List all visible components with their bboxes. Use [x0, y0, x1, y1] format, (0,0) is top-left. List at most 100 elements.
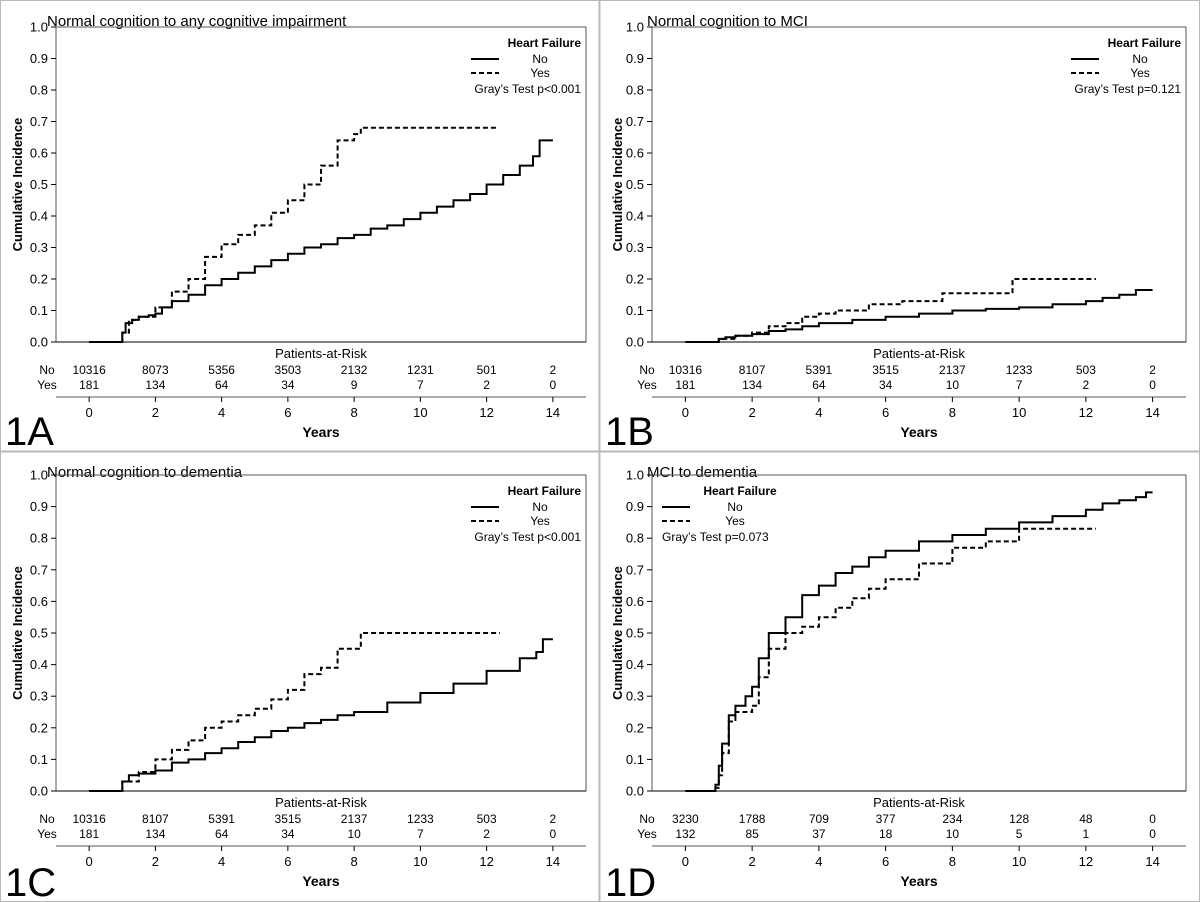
x-tick-label-1c: 12	[479, 854, 493, 869]
risk-count-no-1c: 10316	[72, 812, 106, 826]
risk-count-no-1d: 377	[876, 812, 896, 826]
y-tick-label-1a: 0.6	[30, 146, 48, 161]
risk-row-label-no-1b: No	[639, 363, 655, 377]
risk-count-yes-1b: 134	[742, 378, 762, 392]
x-tick-label-1c: 10	[413, 854, 427, 869]
x-tick-label-1d: 2	[749, 854, 756, 869]
y-tick-label-1a: 0.4	[30, 209, 48, 224]
y-tick-label-1c: 0.1	[30, 752, 48, 767]
y-tick-label-1d: 1.0	[626, 468, 644, 483]
risk-count-no-1d: 128	[1009, 812, 1029, 826]
x-tick-label-1c: 0	[86, 854, 93, 869]
series-line-yes-1c	[89, 632, 500, 792]
x-axis-label-1d: Years	[900, 873, 938, 889]
y-tick-label-1d: 0.9	[626, 499, 644, 514]
y-tick-label-1b: 0.1	[626, 303, 644, 318]
plot-frame-1a	[55, 26, 587, 343]
y-tick-label-1b: 0.9	[626, 51, 644, 66]
risk-count-no-1d: 234	[942, 812, 962, 826]
risk-row-label-yes-1a: Yes	[37, 378, 57, 392]
x-tick-label-1b: 0	[682, 405, 689, 420]
risk-count-yes-1d: 0	[1149, 827, 1156, 841]
y-axis-label-1c: Cumulative Incidence	[10, 566, 25, 700]
risk-count-yes-1c: 181	[79, 827, 99, 841]
y-tick-label-1d: 0.2	[626, 720, 644, 735]
x-axis-label-1a: Years	[302, 424, 340, 440]
risk-count-no-1a: 2	[550, 363, 557, 377]
x-axis-label-1c: Years	[302, 873, 340, 889]
risk-count-no-1c: 2137	[341, 812, 368, 826]
risk-count-yes-1b: 64	[812, 378, 826, 392]
risk-count-no-1a: 1231	[407, 363, 434, 377]
y-tick-label-1c: 0.6	[30, 594, 48, 609]
panel-1c: Normal cognition to dementia 0.0 0.1 0.2 0.3…	[5, 464, 587, 902]
chart-title-1a: Normal cognition to any cognitive impair…	[47, 13, 347, 30]
y-tick-label-1b: 0.6	[626, 146, 644, 161]
x-tick-label-1b: 2	[749, 405, 756, 420]
x-tick-label-1a: 12	[479, 405, 493, 420]
x-tick-label-1b: 10	[1012, 405, 1026, 420]
risk-header-1b: Patients-at-Risk	[873, 346, 965, 361]
risk-count-yes-1d: 18	[879, 827, 893, 841]
series-line-no-1b	[685, 289, 1153, 343]
x-tick-label-1c: 8	[351, 854, 358, 869]
risk-count-yes-1a: 9	[351, 378, 358, 392]
risk-count-yes-1d: 132	[675, 827, 695, 841]
x-tick-label-1a: 4	[218, 405, 225, 420]
y-tick-label-1c: 0.4	[30, 657, 48, 672]
risk-row-label-yes-1c: Yes	[37, 827, 57, 841]
legend-title-1c: Heart Failure	[508, 484, 582, 498]
y-tick-label-1a: 0.3	[30, 240, 48, 255]
legend-label-no-1d: No	[727, 500, 743, 514]
legend-title-1b: Heart Failure	[1108, 36, 1182, 50]
risk-count-no-1a: 501	[477, 363, 497, 377]
risk-count-yes-1a: 2	[483, 378, 490, 392]
panel-1b: Normal cognition to MCI 0.0 0.1 0.2 0.3 0.4 0.…	[605, 13, 1187, 454]
risk-count-no-1d: 3230	[672, 812, 699, 826]
chart-title-1b: Normal cognition to MCI	[647, 13, 808, 30]
risk-count-yes-1c: 134	[145, 827, 165, 841]
legend-label-yes-1b: Yes	[1130, 66, 1150, 80]
y-tick-label-1d: 0.8	[626, 531, 644, 546]
risk-count-no-1d: 48	[1079, 812, 1093, 826]
legend-test-1b: Gray’s Test p=0.121	[1074, 82, 1181, 96]
y-tick-label-1a: 0.2	[30, 272, 48, 287]
y-tick-label-1d: 0.3	[626, 689, 644, 704]
x-tick-label-1b: 14	[1145, 405, 1159, 420]
risk-count-no-1b: 503	[1076, 363, 1096, 377]
risk-count-no-1a: 10316	[72, 363, 106, 377]
panel-label-1b: 1B	[605, 410, 654, 454]
legend-label-no-1a: No	[532, 52, 548, 66]
y-tick-label-1d: 0.4	[626, 657, 644, 672]
risk-header-1a: Patients-at-Risk	[275, 346, 367, 361]
risk-count-yes-1d: 5	[1016, 827, 1023, 841]
x-tick-label-1a: 6	[284, 405, 291, 420]
y-tick-label-1c: 0.9	[30, 499, 48, 514]
legend-label-no-1b: No	[1132, 52, 1148, 66]
y-tick-label-1c: 0.2	[30, 720, 48, 735]
panel-1d: MCI to dementia 0.0 0.1 0.2 0.3 0.4 0.5 0.6 0.7 0…	[605, 464, 1187, 902]
legend-test-1d: Gray’s Test p=0.073	[662, 530, 769, 544]
y-axis-label-1d: Cumulative Incidence	[610, 566, 625, 700]
y-tick-label-1a: 1.0	[30, 20, 48, 35]
panel-label-1c: 1C	[5, 861, 56, 902]
series-line-yes-1a	[89, 126, 497, 343]
x-tick-label-1c: 2	[152, 854, 159, 869]
risk-count-yes-1d: 10	[946, 827, 960, 841]
risk-count-no-1a: 5356	[208, 363, 235, 377]
risk-header-1c: Patients-at-Risk	[275, 795, 367, 810]
risk-count-yes-1b: 10	[946, 378, 960, 392]
y-tick-label-1d: 0.0	[626, 784, 644, 799]
risk-count-yes-1a: 7	[417, 378, 424, 392]
x-tick-label-1d: 12	[1079, 854, 1093, 869]
risk-row-label-no-1d: No	[639, 812, 655, 826]
legend-test-1a: Gray’s Test p<0.001	[474, 82, 581, 96]
y-tick-label-1c: 0.8	[30, 531, 48, 546]
series-line-yes-1b	[685, 278, 1096, 343]
panel-label-1d: 1D	[605, 861, 656, 902]
risk-count-yes-1c: 10	[347, 827, 361, 841]
